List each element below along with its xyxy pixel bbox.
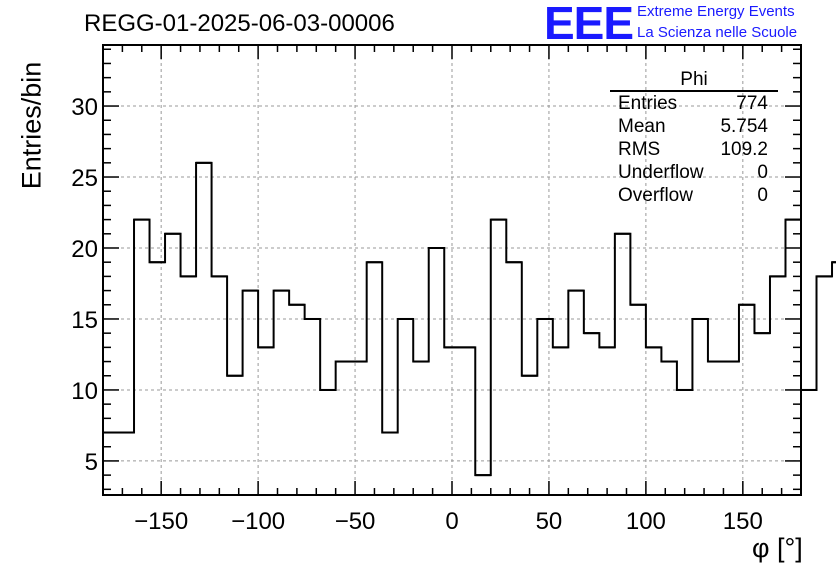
x-tick-label: −100 xyxy=(231,508,285,535)
y-tick-label: 30 xyxy=(71,94,98,121)
histogram-outline xyxy=(102,161,836,495)
stats-label: Underflow xyxy=(618,162,704,183)
logo-line-1: Extreme Energy Events xyxy=(637,3,795,20)
grid-lines xyxy=(103,45,801,495)
stats-value: 0 xyxy=(757,185,768,206)
stats-label: RMS xyxy=(618,139,661,160)
y-axis-label: Entries/bin xyxy=(16,61,47,190)
x-tick-label: −150 xyxy=(134,508,188,535)
stats-value: 774 xyxy=(736,93,768,114)
stats-label: Overflow xyxy=(618,185,693,206)
x-axis-label: φ [°] xyxy=(752,533,803,563)
y-tick-label: 15 xyxy=(71,307,98,334)
stats-value: 109.2 xyxy=(720,139,768,160)
chart-title: REGG-01-2025-06-03-00006 xyxy=(84,10,395,37)
stats-row-underflow: Underflow 0 xyxy=(610,161,778,184)
x-tick-label: 100 xyxy=(626,508,666,535)
x-tick-label: 150 xyxy=(723,508,763,535)
y-tick-label: 10 xyxy=(71,378,98,405)
axis-ticks xyxy=(102,45,802,495)
stats-label: Entries xyxy=(618,93,678,114)
stats-label: Mean xyxy=(618,116,666,137)
tick-labels: −150 −100 −50 0 50 100 150 5 10 15 20 25 30 xyxy=(71,94,763,535)
x-tick-label: −50 xyxy=(335,508,376,535)
stats-value: 5.754 xyxy=(720,116,768,137)
stats-row-overflow: Overflow 0 xyxy=(610,184,778,207)
stats-row-mean: Mean 5.754 xyxy=(610,115,778,138)
y-tick-label: 25 xyxy=(71,165,98,192)
x-tick-label: 0 xyxy=(445,508,458,535)
logo-line-2: La Scienza nelle Scuole xyxy=(637,24,798,41)
stats-row-entries: Entries 774 xyxy=(610,92,778,115)
stats-box: Phi Entries 774 Mean 5.754 RMS 109.2 Und… xyxy=(610,69,778,207)
y-tick-label: 20 xyxy=(71,236,98,263)
stats-row-rms: RMS 109.2 xyxy=(610,138,778,161)
x-tick-label: 50 xyxy=(536,508,563,535)
stats-value: 0 xyxy=(757,162,768,183)
stats-title: Phi xyxy=(610,69,778,92)
eee-logo: EEE xyxy=(544,0,634,49)
y-tick-label: 5 xyxy=(85,449,98,476)
